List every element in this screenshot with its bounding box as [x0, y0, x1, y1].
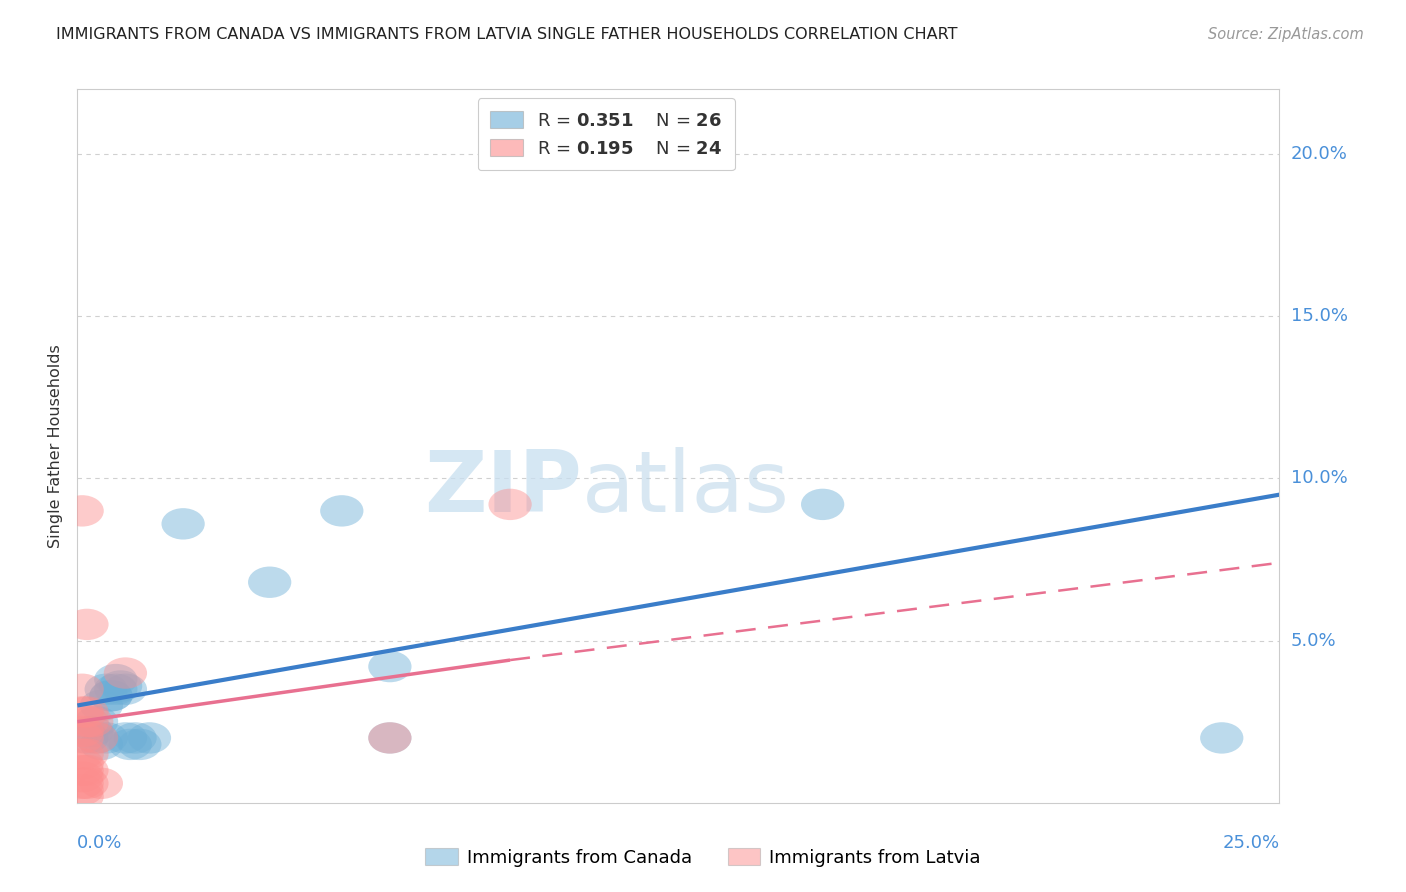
- Text: IMMIGRANTS FROM CANADA VS IMMIGRANTS FROM LATVIA SINGLE FATHER HOUSEHOLDS CORREL: IMMIGRANTS FROM CANADA VS IMMIGRANTS FRO…: [56, 27, 957, 42]
- Ellipse shape: [80, 690, 122, 722]
- Text: ZIP: ZIP: [425, 447, 582, 531]
- Ellipse shape: [65, 739, 108, 770]
- Ellipse shape: [60, 774, 104, 805]
- Ellipse shape: [70, 706, 114, 738]
- Ellipse shape: [368, 723, 412, 754]
- Ellipse shape: [801, 489, 844, 520]
- Ellipse shape: [108, 729, 152, 760]
- Ellipse shape: [65, 608, 108, 640]
- Ellipse shape: [98, 670, 142, 702]
- Ellipse shape: [65, 723, 108, 754]
- Ellipse shape: [368, 651, 412, 682]
- Ellipse shape: [1201, 723, 1243, 754]
- Ellipse shape: [118, 729, 162, 760]
- Ellipse shape: [60, 768, 104, 799]
- Ellipse shape: [60, 761, 104, 793]
- Ellipse shape: [84, 673, 128, 705]
- Ellipse shape: [104, 657, 148, 689]
- Ellipse shape: [65, 697, 108, 728]
- Ellipse shape: [488, 489, 531, 520]
- Ellipse shape: [114, 723, 156, 754]
- Ellipse shape: [65, 755, 108, 786]
- Ellipse shape: [75, 723, 118, 754]
- Ellipse shape: [80, 768, 122, 799]
- Ellipse shape: [90, 680, 132, 712]
- Legend: R = $\bf{0.351}$    N = $\bf{26}$, R = $\bf{0.195}$    N = $\bf{24}$: R = $\bf{0.351}$ N = $\bf{26}$, R = $\bf…: [478, 98, 735, 170]
- Ellipse shape: [65, 768, 108, 799]
- Ellipse shape: [65, 706, 108, 738]
- Text: 10.0%: 10.0%: [1291, 469, 1347, 487]
- Ellipse shape: [84, 723, 128, 754]
- Ellipse shape: [60, 723, 104, 754]
- Text: atlas: atlas: [582, 447, 790, 531]
- Ellipse shape: [60, 755, 104, 786]
- Ellipse shape: [90, 680, 132, 712]
- Legend: Immigrants from Canada, Immigrants from Latvia: Immigrants from Canada, Immigrants from …: [418, 841, 988, 874]
- Ellipse shape: [60, 739, 104, 770]
- Ellipse shape: [60, 748, 104, 780]
- Ellipse shape: [247, 566, 291, 598]
- Ellipse shape: [70, 715, 114, 747]
- Ellipse shape: [80, 729, 122, 760]
- Ellipse shape: [162, 508, 205, 540]
- Ellipse shape: [60, 673, 104, 705]
- Ellipse shape: [128, 723, 172, 754]
- Ellipse shape: [60, 780, 104, 812]
- Text: 0.0%: 0.0%: [77, 834, 122, 852]
- Ellipse shape: [75, 723, 118, 754]
- Ellipse shape: [60, 697, 104, 728]
- Text: Source: ZipAtlas.com: Source: ZipAtlas.com: [1208, 27, 1364, 42]
- Text: 5.0%: 5.0%: [1291, 632, 1336, 649]
- Ellipse shape: [368, 723, 412, 754]
- Text: 15.0%: 15.0%: [1291, 307, 1347, 326]
- Ellipse shape: [321, 495, 363, 526]
- Ellipse shape: [60, 715, 104, 747]
- Text: 25.0%: 25.0%: [1222, 834, 1279, 852]
- Y-axis label: Single Father Households: Single Father Households: [48, 344, 63, 548]
- Ellipse shape: [75, 706, 118, 738]
- Ellipse shape: [104, 723, 148, 754]
- Ellipse shape: [104, 673, 148, 705]
- Ellipse shape: [60, 495, 104, 526]
- Ellipse shape: [94, 673, 138, 705]
- Text: 20.0%: 20.0%: [1291, 145, 1347, 163]
- Ellipse shape: [94, 664, 138, 695]
